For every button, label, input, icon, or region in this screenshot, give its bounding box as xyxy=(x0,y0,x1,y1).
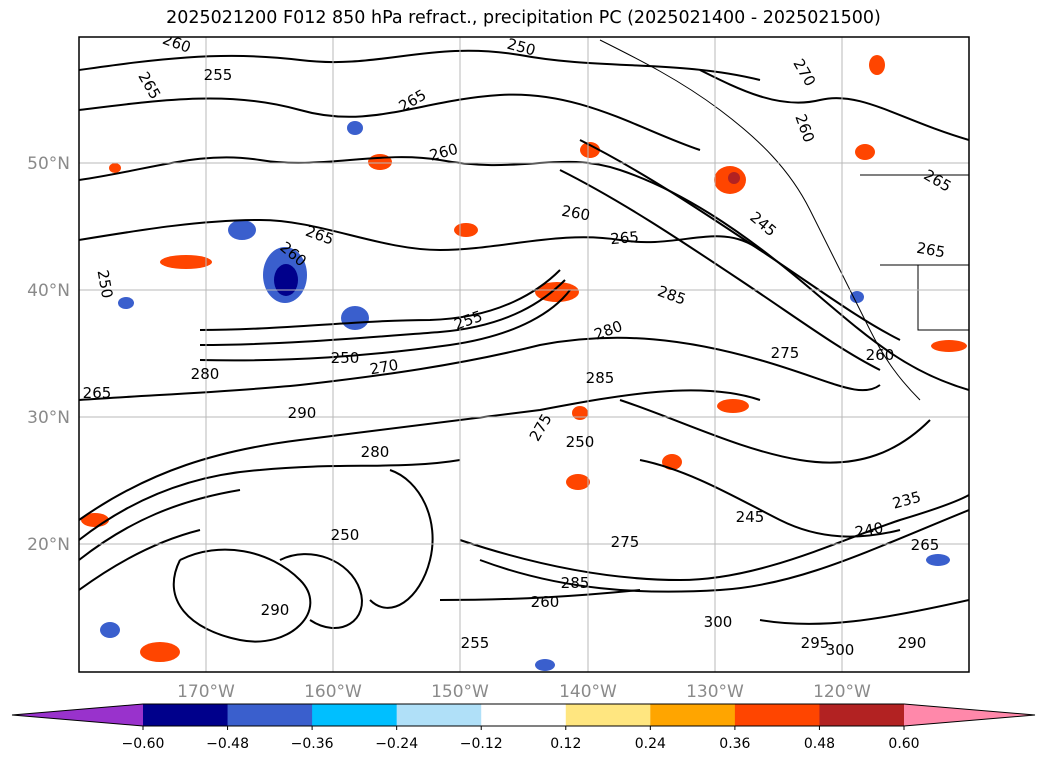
colorbar-tick-label: 0.60 xyxy=(888,736,919,752)
contour-label: 280 xyxy=(361,443,390,461)
map-panel xyxy=(79,37,969,672)
contour-label: 285 xyxy=(586,369,615,387)
colorbar-segments xyxy=(11,703,1036,727)
colorbar-tick-label: 0.48 xyxy=(804,736,835,752)
colorbar-segment xyxy=(734,704,820,726)
contour-label: 260 xyxy=(866,346,895,364)
colorbar-segment xyxy=(565,704,651,726)
lon-label-150w: 150°W xyxy=(431,682,489,702)
contour-label: 280 xyxy=(191,365,220,383)
map-title: 2025021200 F012 850 hPa refract., precip… xyxy=(166,8,881,28)
contour-label: 290 xyxy=(288,404,317,422)
contour-label: 285 xyxy=(561,574,590,592)
contour-label: 265 xyxy=(911,536,940,554)
colorbar-ticks: −0.60 −0.48 −0.36 −0.24 −0.12 0.12 0.24 0.36 0.4… xyxy=(122,726,920,752)
contour-label: 300 xyxy=(704,613,733,631)
colorbar-segment xyxy=(143,704,229,726)
colorbar-tick-label: −0.60 xyxy=(122,736,165,752)
colorbar-segment xyxy=(819,704,905,726)
colorbar-tick-label: 0.12 xyxy=(550,736,581,752)
lat-label-30n: 30°N xyxy=(27,408,70,428)
contour-label: 250 xyxy=(566,433,595,451)
lat-label-50n: 50°N xyxy=(27,154,70,174)
contour-label: 275 xyxy=(771,344,800,362)
contour-label: 290 xyxy=(261,601,290,619)
lat-label-40n: 40°N xyxy=(27,281,70,301)
latitude-labels: 50°N 40°N 30°N 20°N xyxy=(27,154,70,555)
colorbar-tick-label: −0.12 xyxy=(460,736,503,752)
colorbar-segment xyxy=(481,704,567,726)
contour-label: 290 xyxy=(898,634,927,652)
contour-label: 265 xyxy=(610,228,640,248)
contour-label: 255 xyxy=(204,66,233,84)
contour-label: 245 xyxy=(736,508,765,526)
colorbar-segment xyxy=(396,704,482,726)
contour-label: 265 xyxy=(83,384,112,402)
contour-label: 270 xyxy=(368,356,399,379)
lat-label-20n: 20°N xyxy=(27,535,70,555)
colorbar-segment xyxy=(650,704,736,726)
contour-label: 260 xyxy=(560,202,591,225)
coastlines xyxy=(599,39,969,401)
contour-label: 255 xyxy=(461,634,490,652)
contour-label: 250 xyxy=(505,35,537,60)
lon-label-160w: 160°W xyxy=(304,682,362,702)
colorbar-extend-low xyxy=(12,704,143,726)
lon-label-120w: 120°W xyxy=(813,682,871,702)
colorbar-segment xyxy=(312,704,398,726)
colorbar-extend-high xyxy=(904,704,1035,726)
colorbar-tick-label: 0.36 xyxy=(719,736,750,752)
colorbar-tick-label: −0.24 xyxy=(375,736,418,752)
lon-label-140w: 140°W xyxy=(559,682,617,702)
colorbar: −0.60 −0.48 −0.36 −0.24 −0.12 0.12 0.24 0.36 0.4… xyxy=(11,703,1036,752)
contour-label: 250 xyxy=(331,349,360,367)
lon-label-130w: 130°W xyxy=(686,682,744,702)
contour-label: 275 xyxy=(611,533,640,551)
colorbar-tick-label: −0.36 xyxy=(291,736,334,752)
colorbar-tick-label: −0.48 xyxy=(206,736,249,752)
contour-label: 240 xyxy=(853,519,884,542)
contour-label: 260 xyxy=(531,593,560,611)
contour-label: 265 xyxy=(915,239,946,262)
contour-label: 250 xyxy=(331,526,360,544)
graticule xyxy=(79,37,969,672)
map-frame xyxy=(78,36,970,673)
contour-label: 295 xyxy=(801,634,830,652)
lon-label-170w: 170°W xyxy=(177,682,235,702)
contour-label: 250 xyxy=(94,268,117,299)
longitude-labels: 170°W 160°W 150°W 140°W 130°W 120°W xyxy=(177,682,871,702)
colorbar-segment xyxy=(227,704,313,726)
colorbar-tick-label: 0.24 xyxy=(635,736,666,752)
contour-label: 300 xyxy=(826,641,855,659)
